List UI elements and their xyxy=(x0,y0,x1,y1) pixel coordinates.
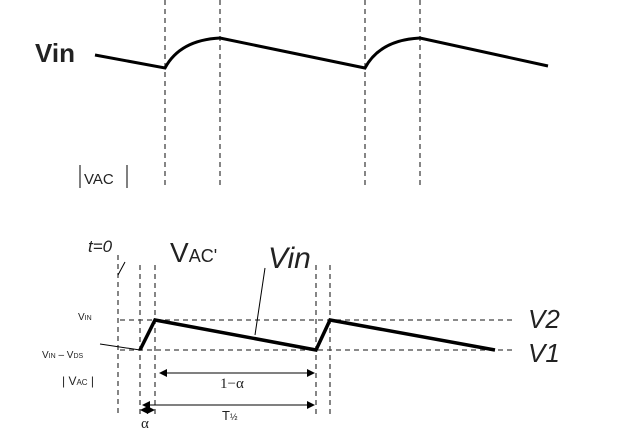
vac-abs-label: | VAC | xyxy=(62,374,94,388)
vac-label: VAC xyxy=(84,171,114,188)
vac-prime-label: VAC' xyxy=(170,237,217,268)
t0-label: t=0 xyxy=(88,237,113,256)
v-in-minus-vds-label: VIN – VDS xyxy=(42,350,84,361)
one-minus-alpha-label: 1−α xyxy=(220,376,244,392)
v-in-label: VIN xyxy=(78,312,92,323)
v2-label: V2 xyxy=(528,304,560,334)
alpha-label: α xyxy=(141,416,149,432)
bottom-waveform: t=0 VAC' Vin V2 V1 VIN VIN – VDS | VAC |… xyxy=(42,237,560,432)
top-waveform: Vin VAC xyxy=(35,0,549,188)
vin-label: Vin xyxy=(35,38,75,68)
t-half-label: T½ xyxy=(222,408,238,423)
v1-label: V1 xyxy=(528,338,560,368)
vin-label: Vin xyxy=(268,242,311,275)
